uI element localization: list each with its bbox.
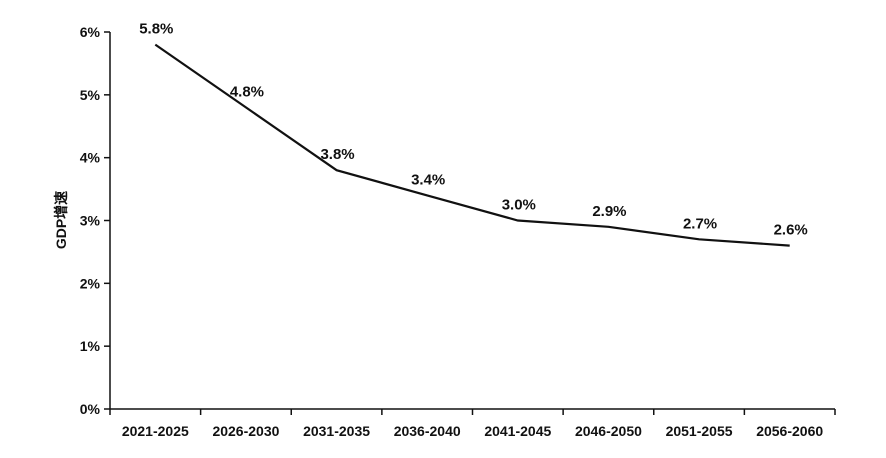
x-tick-label: 2036-2040	[394, 423, 461, 439]
data-label: 4.8%	[230, 83, 264, 100]
series-line	[154, 43, 790, 247]
y-tick-label: 4%	[80, 150, 101, 166]
data-label: 3.0%	[502, 197, 536, 214]
y-tick-label: 5%	[80, 87, 101, 103]
y-axis-ticks: 0% 1% 2% 3% 4% 5% 6%	[80, 24, 110, 417]
data-label: 2.7%	[683, 215, 717, 232]
x-tick-label: 2051-2055	[666, 423, 733, 439]
x-axis-ticks: 2021-2025 2026-2030 2031-2035 2036-2040 2041…	[109, 409, 836, 439]
y-tick-label: 1%	[80, 338, 101, 354]
y-axis-title: GDP增速	[53, 191, 69, 249]
data-label: 2.6%	[774, 222, 808, 239]
data-label: 5.8%	[139, 21, 173, 38]
data-label: 2.9%	[592, 203, 626, 220]
x-tick-label: 2056-2060	[756, 423, 823, 439]
y-tick-label: 2%	[80, 275, 101, 291]
data-label: 3.4%	[411, 171, 445, 188]
data-label: 3.8%	[320, 146, 354, 163]
y-tick-label: 6%	[80, 24, 101, 40]
x-tick-label: 2021-2025	[122, 423, 189, 439]
x-tick-label: 2026-2030	[212, 423, 279, 439]
y-tick-label: 3%	[80, 213, 101, 229]
data-labels: 5.8% 4.8% 3.8% 3.4% 3.0% 2.9% 2.7% 2.6%	[139, 21, 808, 239]
y-tick-label: 0%	[80, 401, 101, 417]
x-tick-label: 2031-2035	[303, 423, 370, 439]
x-tick-label: 2041-2045	[484, 423, 551, 439]
x-tick-label: 2046-2050	[575, 423, 642, 439]
